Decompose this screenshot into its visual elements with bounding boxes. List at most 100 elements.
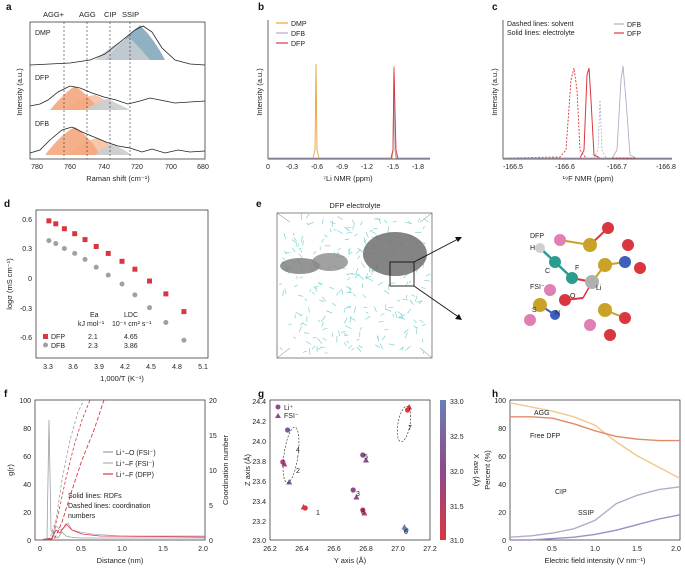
c-legend-dfp: DFP	[627, 31, 641, 38]
b-xtick-6: -1.8	[412, 164, 424, 171]
f-xtick-2: 1.0	[117, 546, 127, 553]
rdf-li-f-fsi	[42, 523, 205, 540]
d-xtick-2: 3.9	[94, 364, 104, 371]
f-note-1: Solid lines: RDFs	[68, 493, 122, 500]
f-rtick-4: 20	[209, 398, 217, 405]
d-legend-dfp-marker	[43, 334, 48, 339]
dfp-point	[181, 309, 186, 314]
f-ylabel-left: g(r)	[6, 464, 15, 476]
atom-f	[544, 284, 556, 296]
legend-dfp: DFP	[291, 41, 305, 48]
g-id-5: 5	[364, 454, 368, 461]
panel-b: b DMP DFB DFP 0 -0.3 -0.6 -0.9 -1.2 -1.5…	[255, 2, 430, 183]
d-dfp-ea: 2.1	[88, 334, 98, 341]
panel-c: c Dashed lines: solvent Solid lines: ele…	[490, 2, 676, 183]
f-xtick-3: 1.5	[158, 546, 168, 553]
f-note-2: Dashed lines: coordination	[68, 503, 151, 510]
b-ylabel: Intensity (a.u.)	[255, 68, 264, 116]
g-legend-li-marker	[276, 405, 281, 410]
panel-f-frame	[35, 400, 205, 540]
g-ctick-0: 33.0	[450, 399, 464, 406]
h-ytick-2: 40	[498, 482, 506, 489]
d-legend-dfp: DFP	[51, 334, 65, 341]
b-xtick-3: -0.9	[336, 164, 348, 171]
g-ylabel: Z axis (Å)	[243, 453, 252, 486]
dfb-electrolyte-peak	[503, 66, 672, 158]
g-xtick-5: 27.2	[423, 546, 437, 553]
g-xtick-3: 26.8	[359, 546, 373, 553]
d-ytick-4: -0.6	[20, 335, 32, 342]
f-legend-1: Li⁺–F (FSI⁻)	[116, 461, 155, 468]
d-ytick-1: 0.3	[22, 246, 32, 253]
trace-label-dmp: DMP	[35, 30, 51, 37]
g-ytick-3: 23.8	[252, 459, 266, 466]
g-clabel: X axis (Å)	[472, 454, 481, 487]
g-id-2: 2	[296, 468, 300, 475]
dfb-point	[83, 257, 88, 262]
a-xtick-680: 680	[197, 164, 209, 171]
a-xtick-760: 760	[64, 164, 76, 171]
g-ytick-5: 23.4	[252, 499, 266, 506]
f-ytick-2: 40	[23, 482, 31, 489]
mol-label-li: Li	[596, 285, 602, 292]
d-xlabel: 1,000/T (K⁻¹)	[100, 374, 144, 383]
d-ytick-2: 0	[28, 276, 32, 283]
f-xlabel: Distance (nm)	[97, 556, 144, 565]
h-label-ssip: SSIP	[578, 510, 594, 517]
g-id-3: 3	[356, 491, 360, 498]
g-ctick-4: 31.0	[450, 538, 464, 545]
h-label-agg: AGG	[534, 410, 550, 417]
atom-f	[554, 234, 566, 246]
d-ytick-0: 0.6	[22, 217, 32, 224]
f-ytick-0: 0	[27, 538, 31, 545]
panel-label-a: a	[6, 2, 12, 13]
c-xtick-0: -166.5	[503, 164, 523, 171]
mol-label-f: F	[575, 265, 579, 272]
dfb-point	[181, 338, 186, 343]
g-legend-li: Li⁺	[284, 405, 293, 412]
mol-label-c: C	[545, 268, 550, 275]
d-xtick-4: 4.5	[146, 364, 156, 371]
panel-label-f: f	[4, 389, 8, 400]
f-legend-2: Li⁺–F (DFP)	[116, 472, 154, 479]
atom-n	[619, 256, 631, 268]
mol-label-o: O	[570, 293, 576, 300]
atom-s	[583, 238, 597, 252]
legend-dfb: DFB	[291, 31, 305, 38]
h-ylabel: Percent (%)	[483, 450, 492, 490]
g-ctick-1: 32.5	[450, 434, 464, 441]
f-rtick-1: 5	[209, 503, 213, 510]
atom-o	[602, 222, 614, 234]
atom-o	[634, 262, 646, 274]
d-xtick-6: 5.1	[198, 364, 208, 371]
dfb-point	[132, 292, 137, 297]
dfb-point	[53, 241, 58, 246]
e-title: DFP electrolyte	[329, 201, 380, 210]
panel-g-marks	[280, 404, 412, 533]
g-ctick-3: 31.5	[450, 504, 464, 511]
dfb-point	[106, 273, 111, 278]
a-xtick-700: 700	[165, 164, 177, 171]
f-note-3: numbers	[68, 513, 96, 520]
h-label-cip: CIP	[555, 489, 567, 496]
dfb-point	[94, 265, 99, 270]
li-point	[285, 427, 290, 432]
c-xlabel: ¹⁹F NMR (ppm)	[562, 174, 614, 183]
panel-g: g 4 2 1 3 5 6 7 8 Li⁺ FSI⁻ 24.4 24.2 24.…	[243, 389, 481, 565]
f-xtick-4: 2.0	[198, 546, 208, 553]
cluster-mid	[312, 253, 348, 271]
dfp-point	[94, 244, 99, 249]
panel-h: h AGG Free DFP CIP SSIP 0 20 40 60 80 10…	[483, 389, 681, 565]
b-xtick-5: -1.5	[387, 164, 399, 171]
panel-h-marks	[510, 403, 680, 540]
cluster-large	[363, 232, 427, 276]
g-id-1: 1	[316, 510, 320, 517]
g-id-6: 6	[404, 529, 408, 536]
atom-o	[604, 329, 616, 341]
g-id-4: 4	[296, 447, 300, 454]
panel-g-frame	[270, 400, 430, 540]
dfp-point	[83, 237, 88, 242]
dfb-point	[163, 320, 168, 325]
d-table-ea-unit: kJ mol⁻¹	[78, 321, 105, 328]
g-id-7: 7	[408, 425, 412, 432]
